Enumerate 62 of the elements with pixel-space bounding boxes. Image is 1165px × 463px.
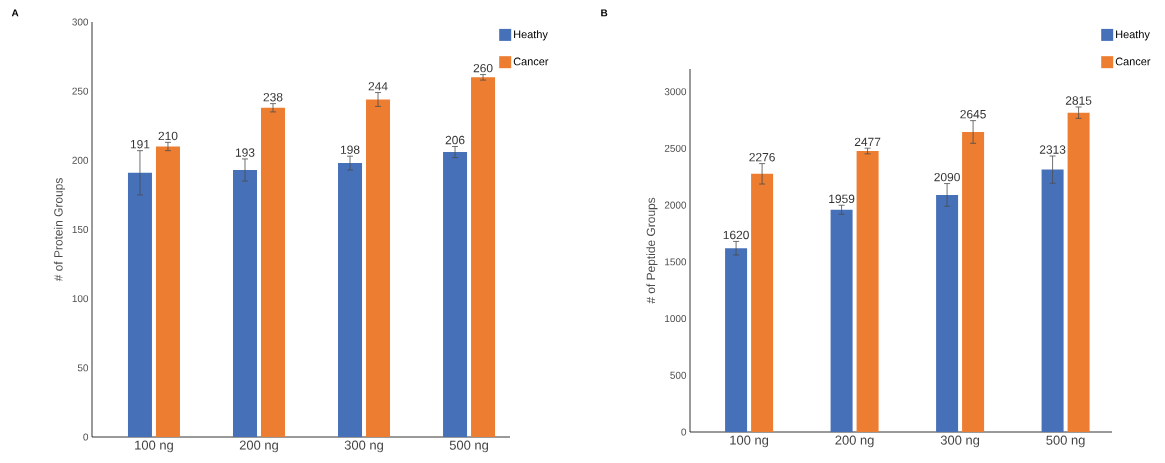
x-tick-label: 200 ng — [239, 440, 278, 453]
bar — [127, 172, 152, 437]
legend-label: Cancer — [513, 57, 549, 66]
y-tick-label: 300 — [72, 18, 89, 26]
bar — [155, 146, 180, 437]
bar — [856, 151, 879, 432]
bar — [725, 248, 748, 432]
bar — [936, 194, 959, 432]
data-label: 2815 — [1065, 96, 1092, 105]
data-label: 2313 — [1039, 145, 1066, 154]
data-label: 238 — [263, 92, 283, 102]
y-tick-label: 2500 — [664, 144, 687, 152]
data-label: 191 — [130, 139, 150, 149]
y-tick-label: 250 — [72, 87, 89, 95]
bar — [366, 99, 391, 437]
y-tick-label: 200 — [72, 156, 89, 164]
y-tick-label: 100 — [72, 295, 89, 303]
y-tick-label: 150 — [72, 225, 89, 234]
bar — [830, 209, 853, 432]
y-tick-label: 2000 — [664, 201, 687, 209]
y-axis-title: # of Peptide Groups — [646, 197, 658, 304]
bar — [471, 77, 496, 437]
y-tick-label: 500 — [670, 371, 687, 379]
data-label: 2645 — [960, 109, 986, 119]
bar — [443, 152, 468, 437]
legend-label: Cancer — [1115, 57, 1151, 66]
data-label: 2090 — [934, 172, 960, 182]
y-tick-label: 50 — [77, 364, 89, 372]
bar — [260, 107, 285, 437]
chart-title: A — [11, 9, 19, 17]
x-tick-label: 500 ng — [1046, 435, 1085, 448]
data-label: 206 — [445, 135, 465, 145]
x-tick-label: 500 ng — [449, 440, 488, 453]
legend-label: Heathy — [514, 30, 548, 41]
data-label: 210 — [158, 131, 178, 141]
data-label: 1620 — [723, 230, 749, 240]
x-tick-label: 300 ng — [940, 435, 980, 448]
x-tick-label: 200 ng — [835, 435, 874, 448]
bar — [232, 170, 257, 437]
x-tick-label: 300 ng — [344, 440, 383, 453]
bar — [751, 173, 774, 432]
data-label: 260 — [473, 63, 493, 73]
y-tick-label: 1000 — [665, 315, 687, 323]
x-tick-label: 100 ng — [730, 435, 769, 448]
data-label: 1959 — [829, 194, 855, 204]
data-label: 2477 — [854, 137, 881, 146]
data-label: 2276 — [749, 152, 775, 162]
y-tick-label: 0 — [681, 428, 687, 436]
data-label: 193 — [235, 148, 255, 157]
data-label: 244 — [368, 82, 388, 91]
y-tick-label: 3000 — [664, 88, 687, 96]
y-tick-label: 0 — [83, 433, 89, 441]
text: B — [601, 9, 608, 17]
x-tick-label: 100 ng — [135, 440, 173, 453]
bar — [338, 163, 363, 437]
data-label: 198 — [340, 145, 360, 154]
legend-label: Heathy — [1116, 30, 1150, 41]
bar — [962, 131, 985, 432]
bar — [1041, 169, 1064, 432]
bar — [1067, 112, 1090, 432]
y-tick-label: 1500 — [665, 258, 687, 266]
y-axis-title: # of Protein Groups — [53, 178, 66, 282]
